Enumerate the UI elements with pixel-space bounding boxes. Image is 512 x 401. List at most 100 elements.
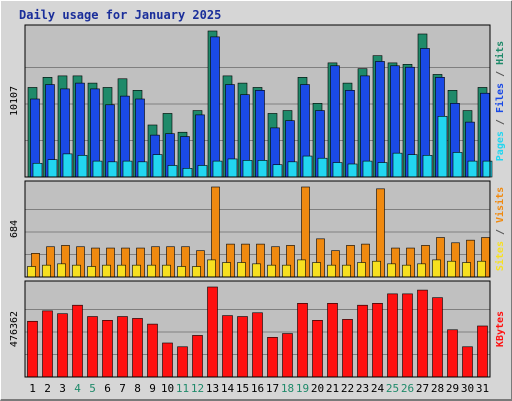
panel-kbytes-legend: KBytes: [495, 311, 506, 347]
panel-kbytes: 476362 KBytes: [9, 280, 506, 378]
panel-hits: 10107 Pages / Files / Hits: [9, 24, 506, 178]
bar-files-day-24: [375, 61, 385, 178]
bar-pages-day-16: [257, 160, 268, 178]
x-tick-label: 13: [206, 382, 219, 395]
x-tick-label: 22: [341, 382, 354, 395]
x-tick-label: 12: [191, 382, 204, 395]
x-tick-label: 4: [74, 382, 81, 395]
bar-pages-day-1: [32, 162, 43, 178]
series-sites: [27, 259, 486, 278]
bar-pages-day-19: [302, 155, 313, 178]
x-tick-label: 24: [371, 382, 385, 395]
bar-pages-day-15: [242, 160, 253, 178]
bar-kbytes-day-15: [237, 316, 248, 378]
bar-pages-day-24: [377, 162, 388, 178]
panel-kbytes-max-label: 476362: [9, 311, 20, 347]
bar-kbytes-day-4: [72, 304, 83, 378]
bar-sites-day-26: [402, 264, 411, 278]
bar-kbytes-day-17: [267, 337, 278, 378]
bar-sites-day-3: [57, 263, 66, 278]
panel-hits-max-label: 10107: [9, 86, 20, 116]
bar-sites-day-21: [327, 264, 336, 278]
legend-visits: Visits: [494, 187, 506, 223]
bar-sites-day-24: [372, 260, 381, 278]
x-tick-label: 15: [236, 382, 249, 395]
bar-kbytes-day-23: [357, 304, 368, 378]
bar-pages-day-8: [137, 161, 148, 178]
bar-sites-day-25: [387, 263, 396, 278]
x-tick-label: 11: [176, 382, 189, 395]
bar-kbytes-day-19: [297, 303, 308, 378]
bar-pages-day-22: [347, 163, 358, 178]
bar-pages-day-4: [77, 155, 88, 178]
bar-kbytes-day-25: [387, 293, 398, 378]
x-tick-label: 14: [221, 382, 235, 395]
bar-kbytes-day-11: [177, 346, 188, 378]
x-tick-label: 18: [281, 382, 294, 395]
bar-sites-day-19: [297, 259, 306, 278]
bar-files-day-21: [330, 65, 340, 178]
bar-pages-day-20: [317, 157, 328, 178]
bar-pages-day-7: [122, 160, 133, 178]
bar-kbytes-day-12: [192, 335, 203, 378]
bar-sites-day-14: [222, 262, 231, 278]
bar-sites-day-13: [207, 259, 216, 278]
panel-visits-legend: Sites / Visits: [494, 187, 506, 271]
bar-kbytes-day-28: [432, 297, 443, 378]
bar-kbytes-day-8: [132, 318, 143, 378]
x-tick-label: 16: [251, 382, 264, 395]
bar-sites-day-4: [72, 264, 81, 278]
bar-pages-day-21: [332, 162, 343, 178]
bar-pages-day-3: [62, 153, 73, 178]
x-tick-label: 21: [326, 382, 339, 395]
bar-sites-day-7: [117, 264, 126, 278]
bar-pages-day-27: [422, 155, 433, 178]
bar-kbytes-day-21: [327, 303, 338, 378]
bar-pages-day-12: [197, 165, 208, 178]
bar-kbytes-day-9: [147, 323, 158, 378]
bar-sites-day-8: [132, 264, 141, 278]
bar-kbytes-day-22: [342, 319, 353, 378]
legend-files: Files: [494, 83, 506, 113]
bar-kbytes-day-3: [57, 313, 68, 378]
bar-kbytes-day-7: [117, 316, 128, 378]
bar-pages-day-14: [227, 158, 238, 178]
bar-sites-day-29: [447, 260, 456, 278]
bar-pages-day-30: [467, 160, 478, 178]
bar-pages-day-2: [47, 159, 58, 178]
bar-sites-day-18: [282, 264, 291, 278]
x-tick-label: 3: [59, 382, 66, 395]
series-visits: [31, 186, 490, 278]
bar-kbytes-day-14: [222, 315, 233, 378]
x-tick-label: 17: [266, 382, 279, 395]
bar-kbytes-day-24: [372, 303, 383, 378]
legend-hits: Hits: [494, 41, 506, 65]
x-tick-label: 28: [431, 382, 444, 395]
x-tick-label: 20: [311, 382, 324, 395]
panel-visits: 684 Sites / Visits: [9, 180, 506, 278]
bar-kbytes-day-2: [42, 310, 53, 378]
x-tick-label: 25: [386, 382, 399, 395]
bar-kbytes-day-30: [462, 346, 473, 378]
x-tick-label: 27: [416, 382, 429, 395]
panel-hits-border: [24, 24, 491, 178]
bar-sites-day-20: [312, 262, 321, 278]
bar-kbytes-day-27: [417, 289, 428, 378]
legend-kbytes: KBytes: [495, 311, 506, 347]
bar-sites-day-5: [87, 266, 96, 278]
x-tick-label: 1: [29, 382, 36, 395]
bar-kbytes-day-16: [252, 312, 263, 378]
x-tick-label: 23: [356, 382, 369, 395]
bar-kbytes-day-26: [402, 293, 413, 378]
bar-kbytes-day-5: [87, 316, 98, 378]
bar-kbytes-day-18: [282, 333, 293, 378]
bar-kbytes-day-10: [162, 342, 173, 378]
x-tick-label: 8: [134, 382, 141, 395]
bar-sites-day-17: [267, 264, 276, 278]
bar-sites-day-22: [342, 264, 351, 278]
bar-pages-day-23: [362, 160, 373, 178]
bar-sites-day-30: [462, 262, 471, 278]
bar-sites-day-31: [477, 260, 486, 278]
bar-pages-day-31: [482, 160, 493, 178]
bar-sites-day-11: [177, 266, 186, 278]
